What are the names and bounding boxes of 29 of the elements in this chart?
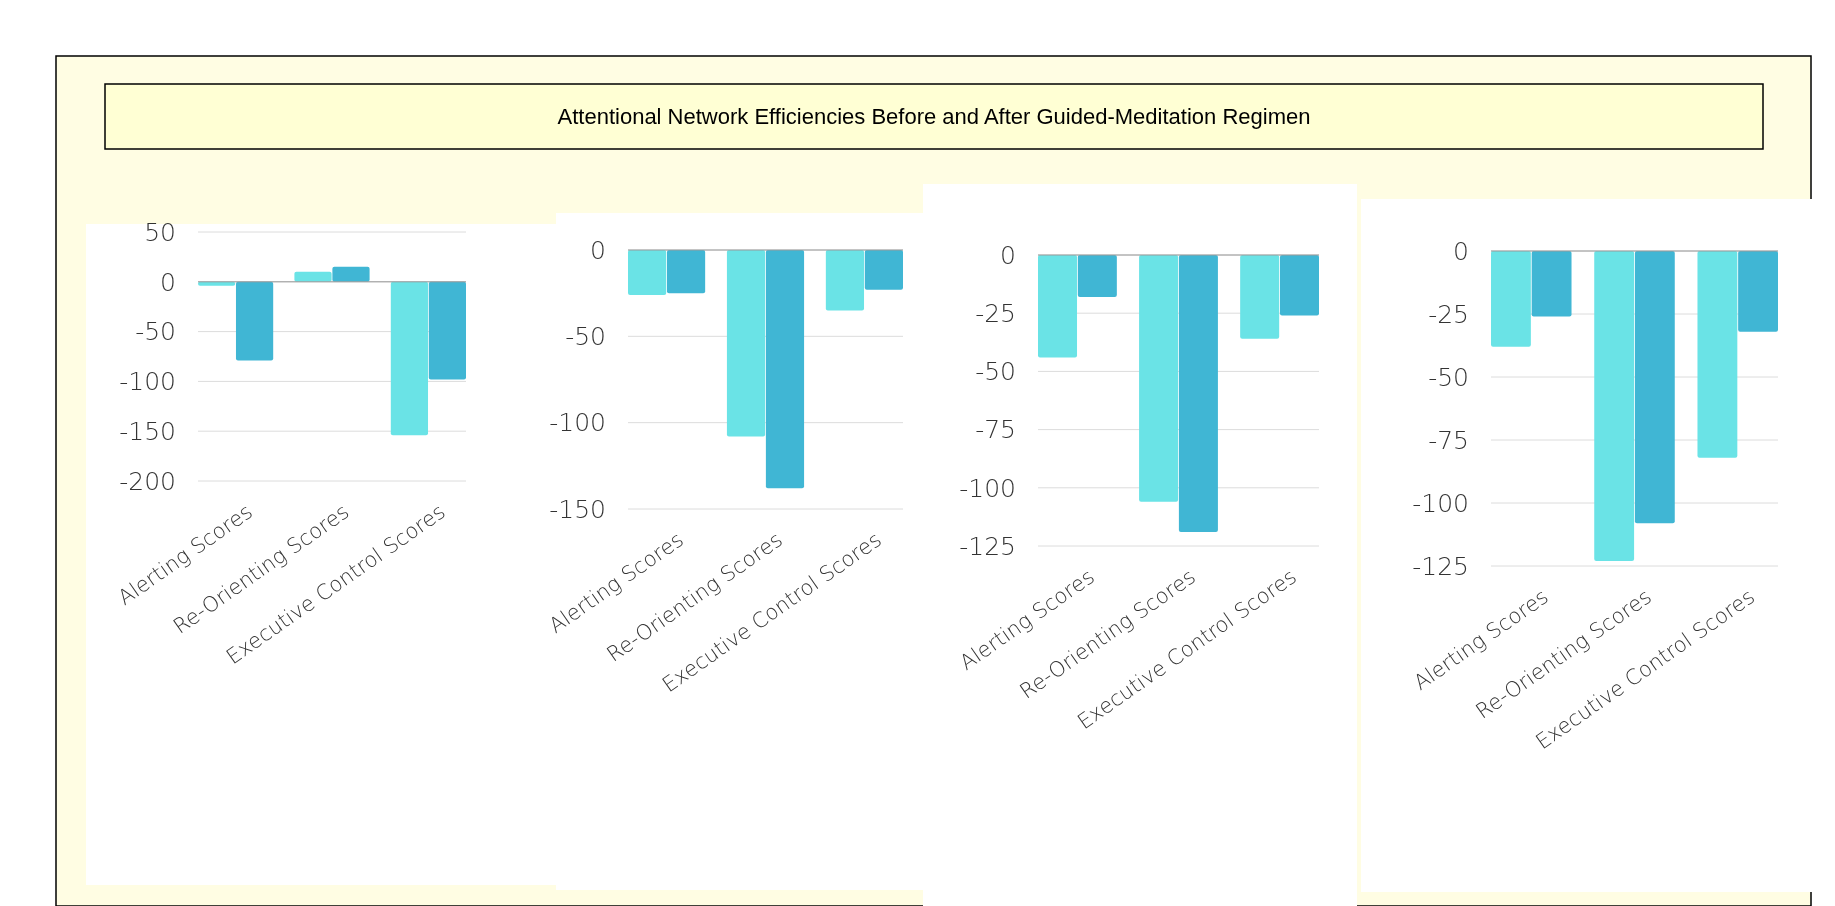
- bar: [198, 281, 236, 286]
- y-tick-label: -150: [119, 416, 176, 446]
- y-tick-label: 0: [160, 267, 176, 297]
- text: Attentional Network Efficiencies Before and After Guided-Meditation Regimen: [557, 104, 1311, 129]
- y-tick-label: -100: [1412, 488, 1469, 518]
- y-tick-label: -25: [1428, 299, 1469, 329]
- y-tick-label: -50: [565, 322, 606, 352]
- bar: [428, 281, 466, 380]
- y-tick-label: -100: [959, 473, 1016, 503]
- y-tick-label: -50: [1428, 362, 1469, 392]
- y-tick-label: -75: [975, 415, 1016, 445]
- y-tick-label: -50: [975, 357, 1016, 387]
- y-tick-label: -125: [1412, 551, 1469, 581]
- y-tick-label: 0: [1453, 236, 1469, 266]
- y-tick-label: -200: [119, 466, 176, 496]
- y-tick-label: -150: [549, 494, 606, 524]
- y-tick-label: -100: [119, 367, 176, 397]
- bar: [332, 266, 370, 282]
- bar: [294, 271, 332, 282]
- y-tick-label: -100: [549, 408, 606, 438]
- bar: [235, 281, 274, 361]
- y-tick-label: 0: [1000, 240, 1016, 270]
- y-tick-label: -125: [959, 531, 1016, 561]
- bar: [390, 281, 429, 436]
- y-tick-label: 0: [590, 235, 606, 265]
- y-tick-label: 50: [144, 217, 176, 247]
- y-tick-label: -25: [975, 298, 1016, 328]
- y-tick-label: -50: [135, 317, 176, 347]
- y-tick-label: -75: [1428, 425, 1469, 455]
